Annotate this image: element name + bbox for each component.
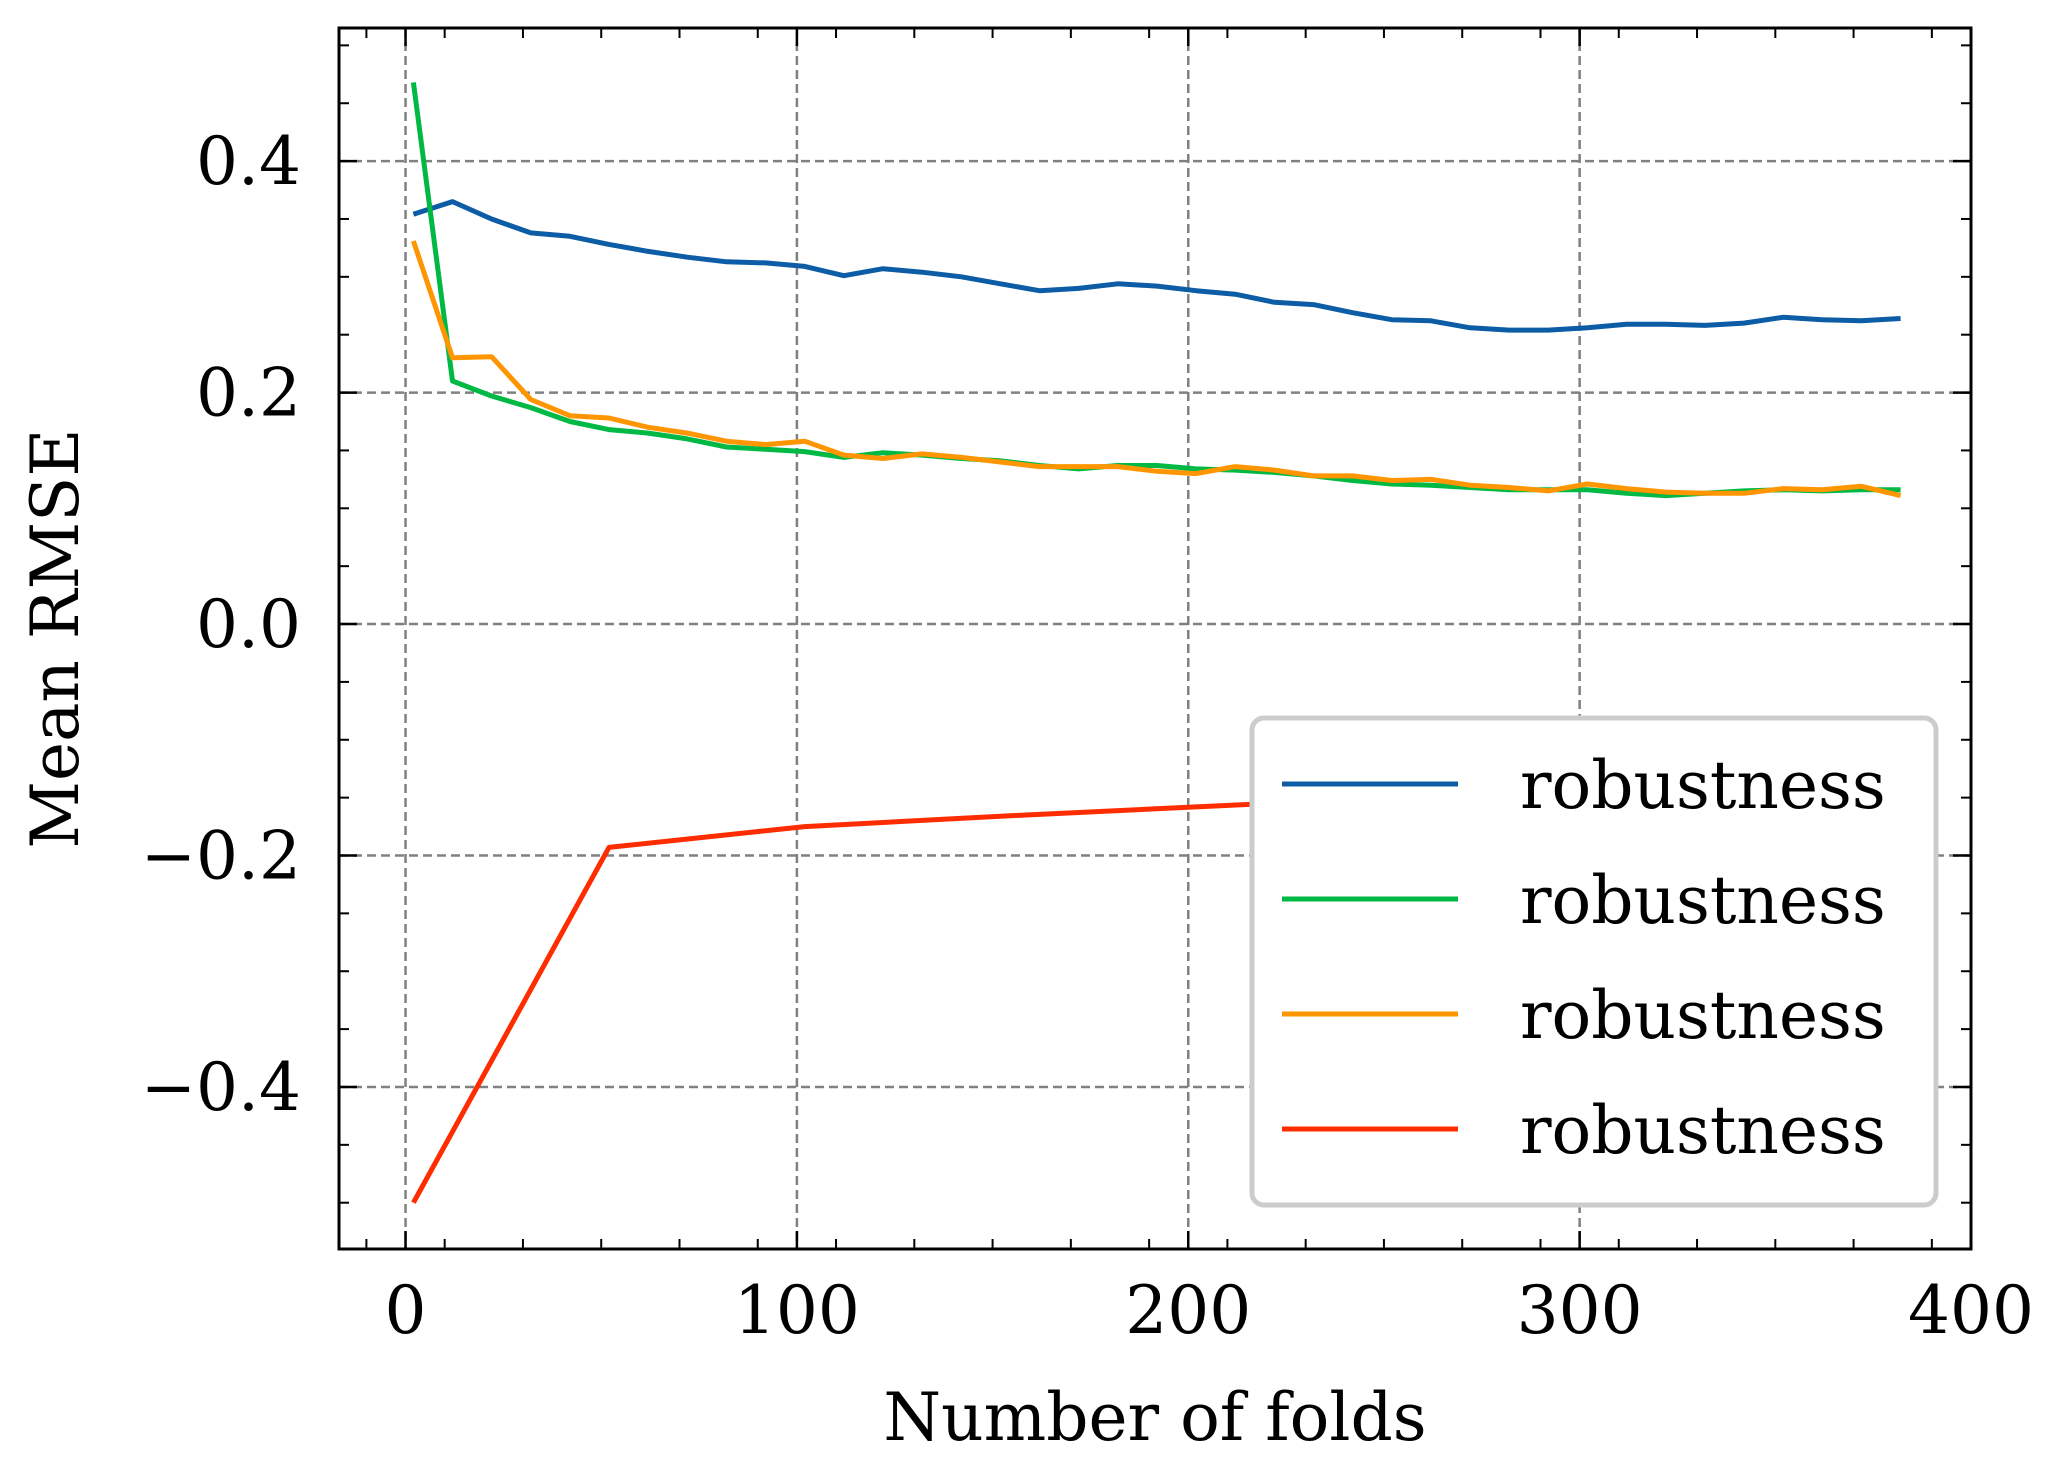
tick-layer: 0 100 200 300 400 −0.4 −0.2 0.0 0.2 0.4 bbox=[141, 28, 2034, 1349]
legend-box bbox=[1249, 715, 1939, 1208]
plot-frame bbox=[337, 26, 1973, 1251]
legend-label-2: robustness bbox=[1520, 862, 1886, 939]
y-tick-label: 0.4 bbox=[196, 123, 301, 200]
x-tick-label: 200 bbox=[1125, 1272, 1251, 1349]
x-tick-label: 300 bbox=[1517, 1272, 1643, 1349]
y-tick-label: −0.2 bbox=[141, 818, 301, 895]
y-tick-label: 0.2 bbox=[196, 355, 301, 432]
x-tick-label: 100 bbox=[734, 1272, 860, 1349]
series-line-2 bbox=[410, 82, 1901, 499]
x-axis-label: Number of folds bbox=[883, 1379, 1426, 1456]
y-axis-label: Mean RMSE bbox=[17, 428, 94, 848]
series-line-1 bbox=[412, 199, 1901, 333]
x-tick-label: 0 bbox=[385, 1272, 427, 1349]
y-tick-label: −0.4 bbox=[141, 1049, 301, 1126]
legend-label-4: robustness bbox=[1520, 1092, 1886, 1169]
x-tick-label: 400 bbox=[1908, 1272, 2034, 1349]
series-line-3 bbox=[411, 240, 1902, 499]
legend: robustness robustness robustness robustness bbox=[1249, 715, 1939, 1208]
legend-label-3: robustness bbox=[1520, 977, 1886, 1054]
legend-label-1: robustness bbox=[1520, 747, 1886, 824]
y-tick-label: 0.0 bbox=[196, 586, 301, 663]
